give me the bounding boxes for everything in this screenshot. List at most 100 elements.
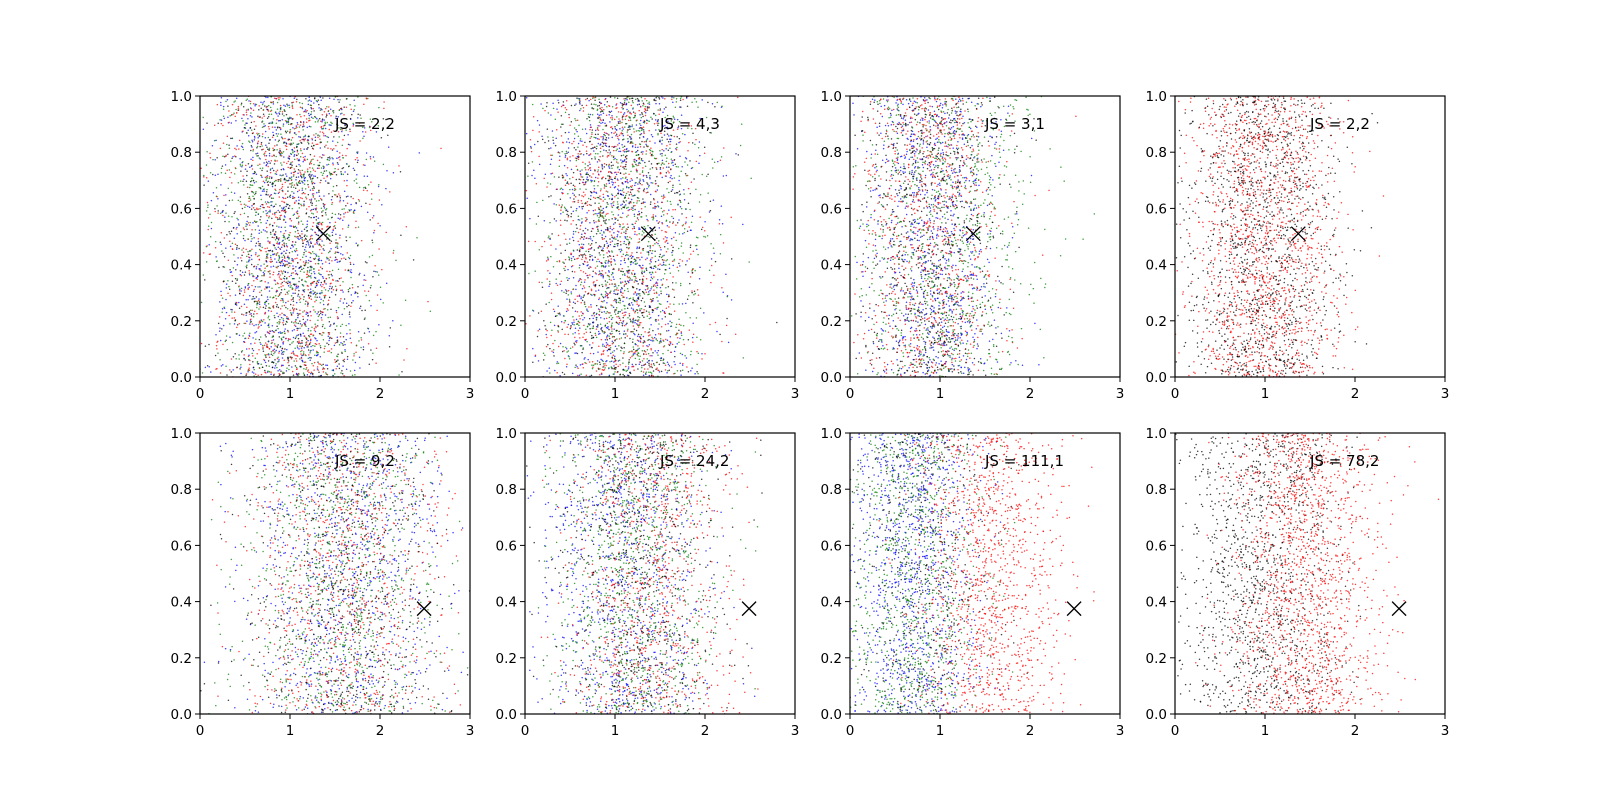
scatter-point: [324, 203, 326, 206]
scatter-point: [311, 138, 314, 141]
scatter-point: [371, 358, 374, 361]
scatter-point: [352, 359, 354, 361]
scatter-point: [257, 142, 259, 144]
scatter-point: [710, 258, 713, 260]
scatter-point: [282, 353, 284, 355]
scatter-point: [312, 213, 315, 215]
scatter-point: [267, 206, 269, 208]
scatter-point: [353, 179, 356, 182]
scatter-point: [234, 277, 237, 280]
scatter-point: [296, 257, 298, 259]
scatter-point: [256, 312, 258, 315]
scatter-point: [610, 110, 613, 113]
scatter-point: [334, 167, 336, 170]
scatter-point: [305, 338, 308, 341]
scatter-point: [248, 224, 251, 226]
scatter-point: [307, 301, 309, 303]
scatter-point: [560, 212, 562, 215]
scatter-point: [633, 369, 635, 371]
scatter-point: [608, 271, 610, 273]
scatter-point: [328, 274, 330, 276]
scatter-point: [593, 314, 596, 317]
scatter-point: [274, 365, 277, 367]
scatter-point: [299, 358, 301, 360]
scatter-point: [686, 260, 688, 262]
scatter-point: [372, 334, 375, 337]
scatter-point: [572, 301, 575, 304]
scatter-point: [324, 289, 327, 291]
scatter-point: [583, 287, 586, 289]
scatter-point: [285, 205, 287, 208]
scatter-point: [341, 323, 344, 326]
scatter-point: [278, 113, 281, 115]
scatter-point: [234, 210, 236, 213]
scatter-point: [287, 318, 290, 321]
scatter-point: [598, 114, 601, 116]
scatter-point: [263, 344, 266, 347]
scatter-point: [292, 142, 295, 144]
scatter-point: [634, 144, 637, 146]
scatter-point: [286, 316, 288, 318]
scatter-point: [253, 375, 255, 377]
scatter-point: [295, 368, 298, 370]
scatter-point: [326, 135, 328, 138]
scatter-point: [267, 340, 269, 343]
scatter-point: [303, 139, 305, 142]
scatter-point: [305, 111, 307, 113]
scatter-point: [263, 125, 265, 128]
scatter-point: [231, 317, 233, 319]
scatter-point: [276, 101, 279, 104]
scatter-point: [629, 180, 631, 182]
scatter-point: [296, 149, 299, 152]
scatter-point: [253, 203, 255, 205]
scatter-point: [267, 324, 269, 327]
scatter-point: [315, 209, 317, 211]
scatter-point: [416, 236, 418, 239]
scatter-point: [297, 295, 299, 297]
scatter-point: [638, 210, 640, 213]
scatter-point: [303, 200, 305, 203]
scatter-point: [305, 196, 307, 198]
scatter-point: [579, 170, 581, 172]
scatter-point: [255, 338, 257, 341]
scatter-point: [308, 99, 311, 101]
scatter-point: [663, 134, 666, 136]
scatter-point: [301, 341, 303, 344]
scatter-point: [238, 148, 240, 150]
scatter-point: [637, 219, 640, 221]
scatter-point: [301, 283, 304, 286]
scatter-point: [271, 225, 274, 227]
scatter-point: [636, 247, 638, 250]
scatter-point: [323, 154, 325, 156]
scatter-point: [301, 176, 303, 179]
scatter-point: [305, 243, 308, 246]
scatter-point: [581, 140, 583, 143]
scatter-point: [268, 306, 270, 309]
scatter-point: [345, 129, 347, 131]
scatter-point: [311, 137, 313, 140]
scatter-point: [703, 152, 706, 155]
scatter-point: [258, 320, 261, 322]
scatter-point: [284, 328, 286, 330]
scatter-point: [309, 292, 311, 294]
scatter-point: [343, 213, 345, 215]
scatter-point: [248, 256, 250, 258]
scatter-point: [253, 139, 256, 141]
scatter-point: [378, 324, 380, 326]
scatter-point: [662, 97, 664, 99]
scatter-point: [654, 307, 656, 310]
scatter-point: [560, 320, 563, 323]
scatter-point: [557, 234, 560, 237]
scatter-point: [337, 306, 340, 309]
scatter-point: [280, 370, 282, 372]
scatter-point: [584, 279, 586, 281]
scatter-point: [583, 281, 586, 283]
scatter-point: [345, 302, 348, 304]
scatter-point: [299, 170, 301, 172]
scatter-point: [585, 150, 588, 152]
scatter-point: [340, 246, 343, 248]
scatter-point: [286, 348, 288, 351]
scatter-point: [221, 311, 223, 314]
scatter-point: [303, 235, 306, 238]
scatter-point: [253, 170, 256, 173]
